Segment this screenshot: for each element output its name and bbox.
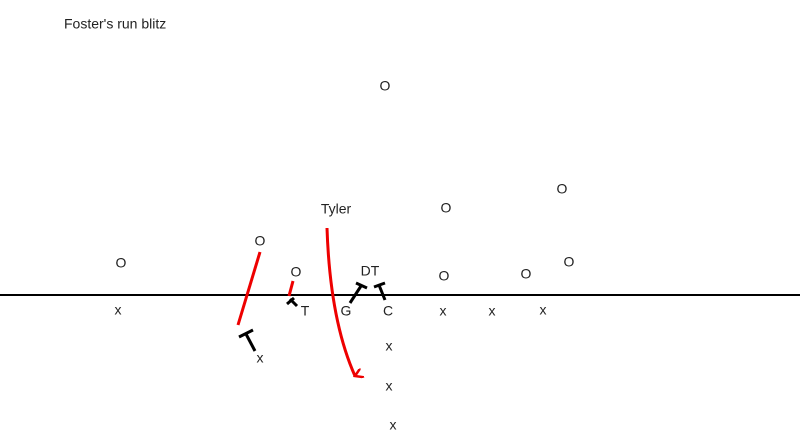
block-bar [355, 281, 368, 290]
defender: O [564, 254, 575, 270]
block-bar [373, 281, 386, 289]
offensive-player: G [341, 303, 352, 319]
block [244, 333, 257, 352]
offensive-player: x [257, 350, 264, 366]
defender: O [521, 266, 532, 282]
block [348, 285, 363, 304]
defender: O [255, 233, 266, 249]
title: Foster's run blitz [64, 16, 166, 32]
blitz-route [287, 280, 295, 297]
defender: O [291, 264, 302, 280]
defender: O [557, 181, 568, 197]
block [377, 284, 387, 301]
offensive-player: x [386, 338, 393, 354]
offensive-player: x [440, 303, 447, 319]
defender: O [116, 255, 127, 271]
annotation: Tyler [321, 201, 352, 217]
offensive-player: x [386, 378, 393, 394]
defender: O [380, 78, 391, 94]
offensive-player: x [390, 417, 397, 433]
blitz-route [236, 251, 262, 326]
blocks [238, 281, 387, 352]
offensive-player: T [301, 303, 310, 319]
offensive-player: x [115, 302, 122, 318]
block-bar [286, 296, 295, 306]
offensive-player: C [383, 303, 393, 319]
offensive-player: x [489, 303, 496, 319]
defender: O [439, 268, 450, 284]
offensive-player: x [540, 302, 547, 318]
defender: DT [361, 263, 380, 279]
defender: O [441, 200, 452, 216]
block-bar [238, 328, 254, 339]
tyler-route [325, 227, 355, 376]
